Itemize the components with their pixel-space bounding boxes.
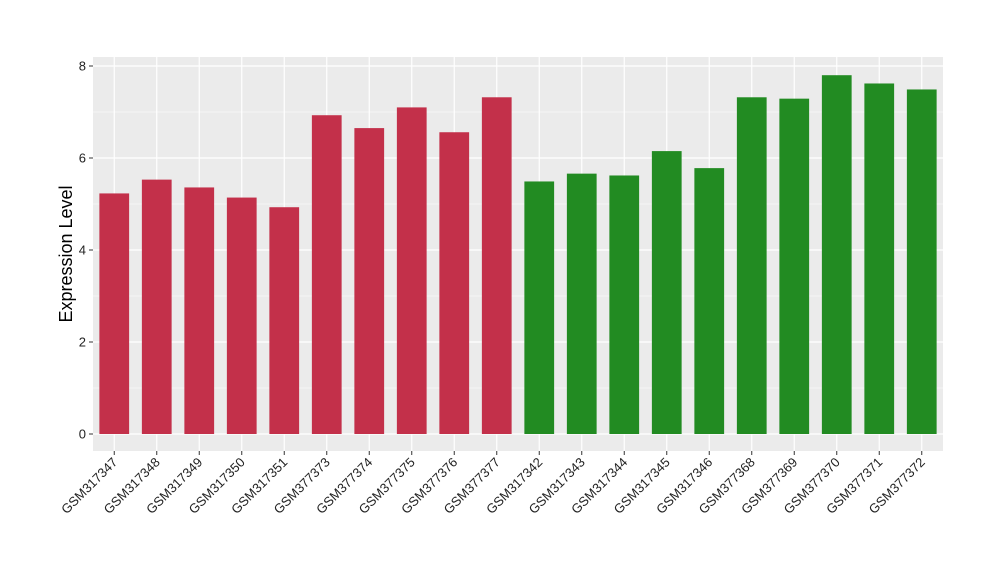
- bar-GSM317345: [651, 151, 682, 434]
- bar-GSM377376: [439, 132, 470, 435]
- y-axis: 0 2 4 6 8: [79, 59, 93, 442]
- bar-GSM377373: [311, 115, 342, 434]
- bar-GSM317351: [269, 207, 300, 434]
- y-tick-label: 4: [79, 243, 86, 258]
- y-tick-label: 0: [79, 427, 86, 442]
- y-tick-label: 6: [79, 151, 86, 166]
- bar-GSM317346: [694, 168, 725, 434]
- bar-GSM377370: [821, 75, 852, 434]
- bar-GSM377375: [396, 107, 427, 435]
- y-axis-title: Expression Level: [56, 185, 76, 322]
- bar-GSM317347: [99, 193, 130, 434]
- bar-GSM317342: [524, 181, 555, 434]
- bar-GSM317343: [566, 173, 597, 434]
- bar-GSM377372: [906, 89, 937, 435]
- bars: [99, 75, 937, 435]
- bar-GSM377371: [864, 83, 895, 434]
- bar-GSM317348: [141, 179, 172, 434]
- x-axis: GSM317347GSM317348GSM317349GSM317350GSM3…: [58, 451, 928, 517]
- y-tick-label: 8: [79, 59, 86, 74]
- bar-GSM377374: [354, 128, 385, 434]
- bar-GSM377377: [481, 97, 512, 434]
- bar-GSM317344: [609, 175, 640, 435]
- plot-panel: [93, 57, 943, 451]
- y-tick-label: 2: [79, 335, 86, 350]
- bar-GSM317350: [226, 197, 257, 434]
- bar-GSM317349: [184, 187, 215, 434]
- bar-GSM377369: [779, 98, 810, 434]
- bar-GSM377368: [736, 97, 767, 434]
